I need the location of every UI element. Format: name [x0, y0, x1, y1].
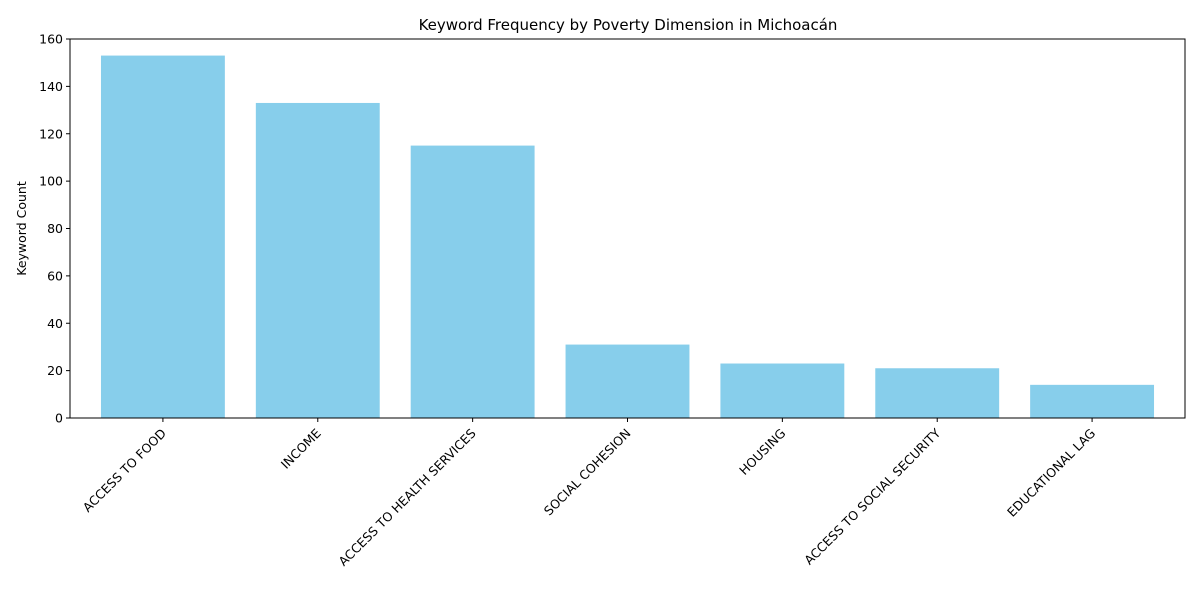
y-tick-label: 40 [47, 316, 63, 331]
bar-2 [410, 145, 535, 418]
bar-3 [565, 344, 690, 418]
y-tick-label: 160 [39, 32, 63, 47]
y-tick-label: 0 [55, 411, 63, 426]
x-tick-label: INCOME [278, 425, 324, 471]
bar-1 [255, 102, 380, 419]
x-tick-label: ACCESS TO SOCIAL SECURITY [801, 425, 943, 567]
bar-4 [720, 363, 845, 418]
chart-title: Keyword Frequency by Poverty Dimension i… [419, 16, 838, 34]
x-tick-label: SOCIAL COHESION [541, 426, 634, 519]
y-tick-label: 140 [39, 79, 63, 94]
plot-frame [69, 38, 1186, 419]
y-tick-label: 60 [47, 268, 63, 283]
y-axis-label: Keyword Count [14, 181, 29, 276]
x-tick-label: EDUCATIONAL LAG [1004, 426, 1098, 520]
x-axis: ACCESS TO FOOD INCOME ACCESS TO HEALTH SER… [80, 418, 1098, 569]
bars-group [100, 55, 1155, 419]
y-axis: 0 20 40 60 80 100 120 140 160 [39, 32, 70, 426]
x-tick-label: ACCESS TO HEALTH SERVICES [335, 425, 478, 568]
y-tick-label: 80 [47, 221, 63, 236]
x-tick-label: ACCESS TO FOOD [80, 426, 169, 515]
bar-0 [100, 55, 225, 419]
y-tick-label: 20 [47, 363, 63, 378]
bar-6 [1030, 384, 1155, 418]
bar-5 [875, 368, 1000, 418]
x-tick-label: HOUSING [736, 426, 788, 478]
y-tick-label: 100 [39, 174, 63, 189]
y-tick-label: 120 [39, 126, 63, 141]
